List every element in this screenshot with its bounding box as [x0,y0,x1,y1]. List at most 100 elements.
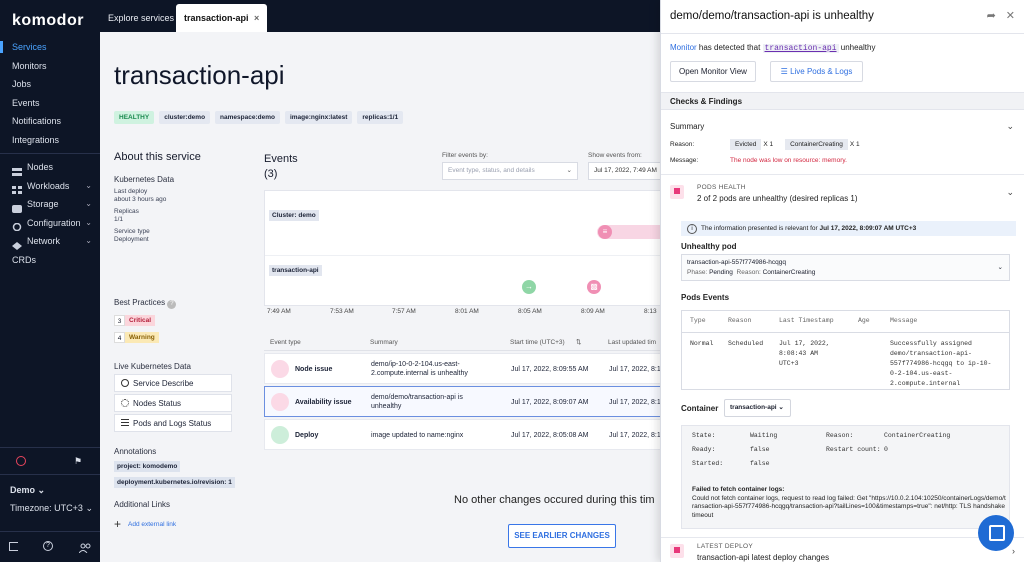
help-icon[interactable]: ? [43,541,53,551]
service-type-label: Service type [114,228,150,235]
tab-label: Explore services [108,13,175,23]
service-code[interactable]: transaction-api [762,44,839,53]
detection-text: Monitor has detected that transaction-ap… [670,43,875,53]
column-header[interactable]: Start time (UTC+3) [510,339,565,346]
summary-heading[interactable]: Summary [670,122,705,131]
node-issue-icon[interactable]: ≡ [598,225,612,239]
live-pods-logs-button[interactable]: ☰ Live Pods & Logs [770,61,863,82]
users-icon[interactable] [78,541,91,554]
see-earlier-changes-button[interactable]: SEE EARLIER CHANGES [508,524,616,548]
column-header[interactable]: Last updated tim [608,339,657,346]
sort-icon[interactable]: ⇅ [576,339,582,346]
service-type-value: Deployment [114,236,149,243]
list-icon: ☰ [780,67,791,76]
timezone-selector[interactable]: Timezone: UTC+3 ⌄ [0,499,100,517]
tab-explore-services[interactable]: Explore services [100,4,182,32]
divider [682,332,1009,333]
bp-warning[interactable]: 4 Warning [114,331,254,343]
event-start: Jul 17, 2022, 8:05:08 AM [511,432,589,439]
axis-tick: 8:01 AM [455,308,479,315]
availability-issue-icon[interactable]: ▩ [587,280,601,294]
add-link-label: Add external link [128,521,177,528]
availability-issue-icon [271,393,289,411]
events-count: (3) [264,168,278,180]
sidebar-item-label: Configuration [27,217,81,228]
logs-error: Failed to fetch container logs: Could not… [692,486,1006,520]
latest-deploy-section[interactable]: LATEST DEPLOY transaction-api latest dep… [661,537,1024,562]
close-icon[interactable]: × [254,13,260,23]
sidebar-item-label: Jobs [12,79,32,89]
last-deploy-label: Last deploy [114,188,148,195]
sidebar-item-configuration[interactable]: Configuration ⌄ [0,214,100,233]
chevron-right-icon[interactable]: › [1012,546,1015,556]
timeline-lane-service: transaction-api [269,265,322,276]
events-table: Event type Summary Start time (UTC+3) ⇅ … [264,335,660,450]
add-external-link[interactable]: + Add external link [114,517,254,531]
open-monitor-view-button[interactable]: Open Monitor View [670,61,756,82]
main-content: transaction-api HEALTHY cluster:demo names… [100,32,660,562]
message-label: Message: [670,157,699,164]
sidebar-item-monitors[interactable]: Monitors [0,57,100,76]
account-selector[interactable]: Demo ⌄ [0,481,100,499]
sidebar-item-workloads[interactable]: Workloads ⌄ [0,177,100,196]
pe-type: Normal [690,340,714,347]
tab-transaction-api[interactable]: transaction-api × [176,4,268,32]
chevron-down-icon[interactable]: ⌄ [1006,121,1014,131]
service-describe-button[interactable]: Service Describe [114,374,232,392]
axis-tick: 8:05 AM [518,308,542,315]
sidebar-item-integrations[interactable]: Integrations [0,131,100,150]
node-issue-bar[interactable] [597,225,660,239]
close-icon[interactable]: ✕ [1005,10,1015,22]
table-row[interactable]: Node issue demo/ip-10-0-2-104.us-east-2.… [264,353,660,384]
chevron-down-icon[interactable]: ⌄ [1006,187,1014,197]
creason-label: Reason: [826,432,854,439]
tab-label: transaction-api [184,13,249,23]
monitor-link[interactable]: Monitor [670,43,697,52]
axis-tick: 7:57 AM [392,308,416,315]
nodes-icon [12,164,22,176]
pods-logs-status-button[interactable]: Pods and Logs Status [114,414,232,432]
column-header[interactable]: Event type [270,339,301,346]
chat-support-icon[interactable] [978,515,1014,551]
pods-health-flag-icon [670,185,684,199]
kubernetes-data-heading: Kubernetes Data [114,175,175,184]
alert-icon[interactable] [16,456,26,466]
table-row[interactable]: Availability issue demo/demo/transaction… [264,386,660,417]
events-timeline[interactable]: Cluster: demo transaction-api ≡ → ▩ [264,190,660,306]
sidebar-item-jobs[interactable]: Jobs [0,75,100,94]
describe-icon [121,379,129,387]
nodes-status-button[interactable]: Nodes Status [114,394,232,412]
reason-value: ContainerCreating [762,269,816,276]
sidebar-item-crds[interactable]: CRDs [0,251,100,270]
sidebar-item-services[interactable]: Services [0,38,100,57]
logout-icon[interactable] [9,542,18,551]
column-header[interactable]: Summary [370,339,398,346]
share-icon[interactable]: ➦ [986,10,996,22]
sidebar-bottom-icons: ? [0,532,100,562]
button-label: Live Pods & Logs [790,67,853,76]
message-value: The node was low on resource: memory. [730,157,847,164]
deploy-icon[interactable]: → [522,280,536,294]
pods-health-label: PODS HEALTH [697,184,746,191]
sidebar-item-nodes[interactable]: Nodes [0,158,100,177]
unhealthy-pod-select[interactable]: transaction-api-557f774986-hcqgq Phase: … [681,254,1010,281]
sidebar-item-label: Events [12,97,40,108]
sidebar-item-events[interactable]: Events [0,94,100,113]
sidebar-item-storage[interactable]: Storage ⌄ [0,195,100,214]
sidebar-item-label: Storage [27,199,59,209]
sidebar-item-notifications[interactable]: Notifications [0,112,100,131]
sidebar-item-network[interactable]: Network ⌄ [0,232,100,251]
bp-critical[interactable]: 3 Critical [114,314,254,326]
ready-label: Ready: [692,446,716,453]
events-from-picker[interactable]: Jul 17, 2022, 7:49 AM [588,162,660,180]
event-type: Node issue [295,366,333,373]
container-status: State: Waiting Reason: ContainerCreating… [681,425,1010,529]
container-select[interactable]: transaction-api ⌄ [724,399,791,417]
configuration-icon [12,219,22,232]
help-icon[interactable]: ? [167,300,177,309]
event-filter-select[interactable]: Event type, status, and details ⌄ [442,162,578,180]
table-row[interactable]: Deploy image updated to name:nginx Jul 1… [264,419,660,450]
flag-icon[interactable]: ⚑ [74,456,83,466]
komodor-logo[interactable]: komodor [12,12,84,29]
event-updated: Jul 17, 2022, 8:15 [609,432,660,439]
